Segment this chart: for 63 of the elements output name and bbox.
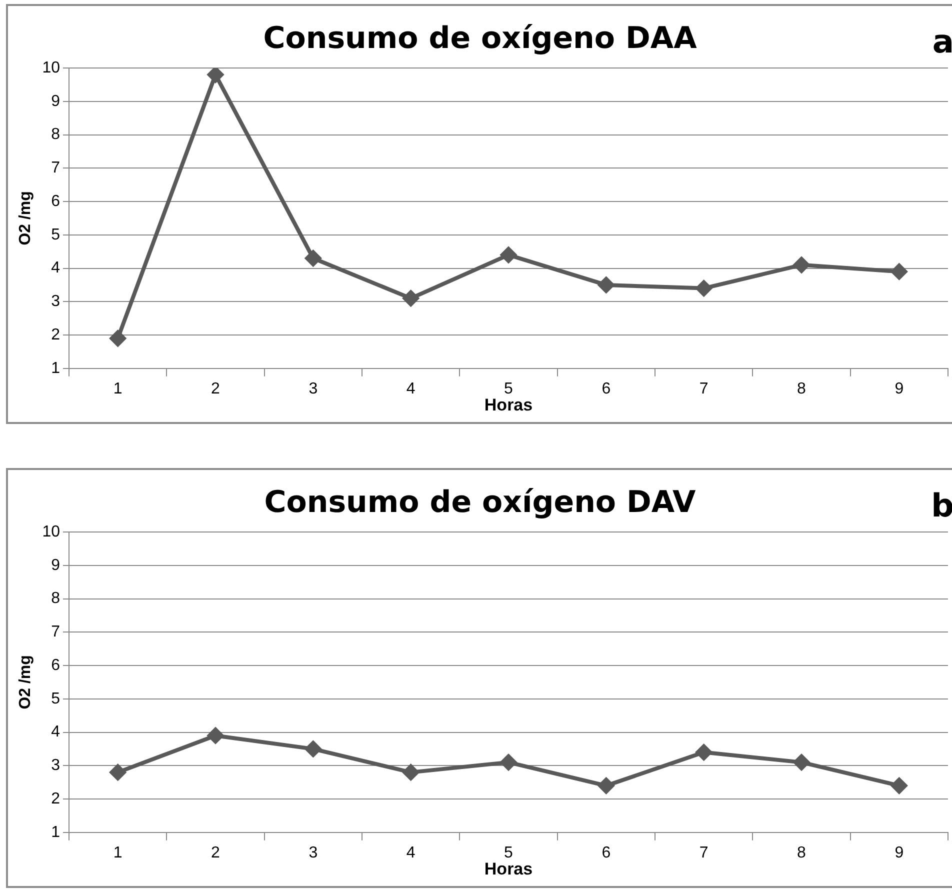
x-tick-label: 7 [699,844,708,862]
x-tick-label: 2 [211,844,220,862]
x-tick-label: 1 [113,380,122,398]
x-tick-label: 6 [602,380,611,398]
y-axis-title: O2 /mg [17,655,34,710]
point [500,246,516,263]
point [696,280,712,296]
x-tick-label: 8 [797,844,806,862]
x-tick-label: 9 [894,844,904,862]
y-tick-label: 5 [51,226,60,244]
point [305,250,322,266]
y-tick-label: 2 [51,790,60,808]
text: a [932,22,952,60]
y-tick-label: 6 [51,192,60,210]
x-tick-label: 4 [406,380,416,398]
point [110,764,126,780]
x-axis-title: Horas [484,859,533,878]
y-tick-label: 8 [51,126,60,144]
y-tick-label: 4 [51,260,60,277]
point [208,728,224,744]
y-tick-label: 1 [51,360,60,377]
point [305,740,322,757]
chart-title: Consumo de oxígeno DAV [264,484,697,520]
y-tick-label: 2 [51,326,60,344]
point [696,744,712,760]
y-tick-label: 5 [51,690,60,708]
y-axis-title: O2 /mg [17,191,34,246]
point [110,330,126,346]
point [402,764,419,780]
x-tick-label: 8 [797,380,806,398]
chart-title: Consumo de oxígeno DAA [263,20,698,56]
y-tick-label: 3 [51,757,60,774]
y-tick-label: 9 [51,556,60,574]
point [794,256,810,273]
y-tick-label: 8 [51,590,60,608]
y-tick-label: 7 [51,624,60,641]
y-tick-label: 7 [51,160,60,177]
x-tick-label: 9 [894,380,904,398]
y-tick-label: 6 [51,656,60,674]
point [794,754,810,770]
point [208,68,224,83]
x-tick-label: 5 [504,844,514,862]
y-tick-label: 4 [51,724,60,741]
y-tick-label: 3 [51,293,60,310]
y-tick-label: 1 [51,824,60,841]
x-tick-label: 3 [308,844,318,862]
x-tick-label: 2 [211,380,220,398]
point [500,754,516,770]
point [598,276,614,293]
x-tick-label: 3 [308,380,318,398]
x-tick-label: 1 [113,844,122,862]
x-tick-label: 4 [406,844,416,862]
x-tick-label: 5 [504,380,514,398]
point [402,290,419,306]
x-tick-label: 7 [699,380,708,398]
point [891,264,908,280]
x-axis-title: Horas [484,395,533,414]
y-tick-label: 9 [51,92,60,110]
y-tick-label: 10 [42,523,60,540]
x-tick-label: 6 [602,844,611,862]
point [891,778,908,794]
point [598,778,614,794]
y-tick-label: 10 [42,59,60,76]
